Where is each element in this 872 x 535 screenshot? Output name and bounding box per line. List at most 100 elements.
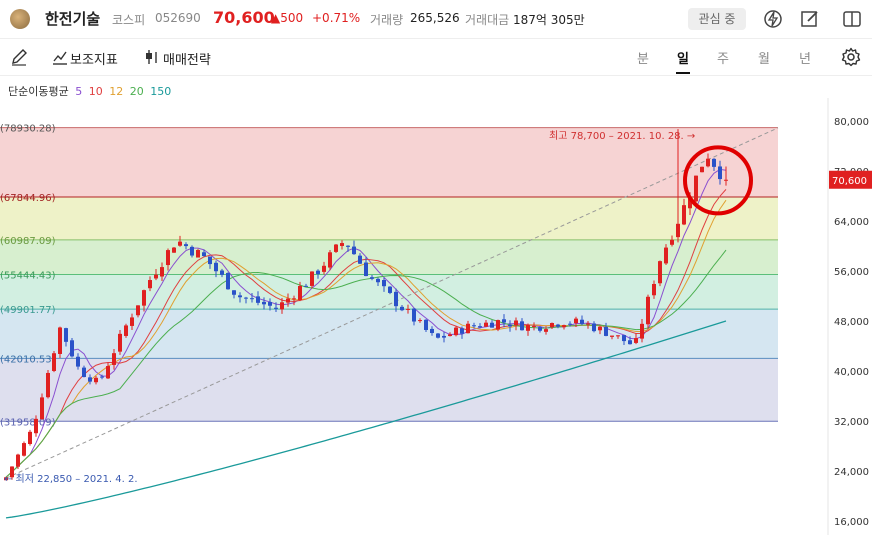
high-annotation: 최고 78,700 – 2021. 10. 28. → bbox=[549, 130, 695, 142]
fib-level-label: (60987.09) bbox=[0, 236, 56, 247]
candle-body bbox=[142, 290, 146, 306]
candle-body bbox=[154, 274, 158, 279]
candle-body bbox=[94, 377, 98, 383]
candle-body bbox=[652, 283, 656, 296]
amount-label: 거래대금 bbox=[465, 13, 510, 27]
candle-body bbox=[310, 271, 314, 286]
y-tick-label: 32,000 bbox=[834, 417, 869, 428]
candle-body bbox=[712, 158, 716, 167]
candle-body bbox=[40, 397, 44, 420]
chart-toolbar: 보조지표 매매전략 분 일 주 월 년 bbox=[0, 39, 872, 76]
candle-body bbox=[478, 326, 482, 328]
candle-body bbox=[706, 158, 710, 167]
candle-body bbox=[316, 270, 320, 275]
candle-body bbox=[550, 323, 554, 328]
candle-body bbox=[556, 324, 560, 327]
pencil-icon[interactable] bbox=[10, 48, 28, 66]
candle-body bbox=[604, 326, 608, 336]
candle-body bbox=[298, 285, 302, 301]
candle-body bbox=[268, 302, 272, 306]
fib-level-label: (49901.77) bbox=[0, 305, 56, 316]
candle-body bbox=[340, 243, 344, 246]
candle-body bbox=[70, 340, 74, 357]
panel-toggle-icon[interactable] bbox=[842, 9, 862, 29]
candle-body bbox=[532, 325, 536, 327]
candle-body bbox=[646, 296, 650, 325]
period-week[interactable]: 주 bbox=[717, 52, 729, 67]
ma-line-150 bbox=[5, 320, 727, 519]
stock-header: 한전기술 코스피 052690 70,600 ▲500 +0.71% 거래량 2… bbox=[0, 0, 872, 39]
candle-body bbox=[160, 267, 164, 277]
fib-band bbox=[0, 127, 778, 197]
candle-body bbox=[574, 318, 578, 324]
candle-body bbox=[220, 270, 224, 275]
candle-body bbox=[148, 280, 152, 289]
candle-body bbox=[262, 301, 266, 305]
trend-line bbox=[5, 127, 779, 479]
candle-body bbox=[370, 277, 374, 279]
strategy-button[interactable]: 매매전략 bbox=[163, 53, 211, 68]
candle-body bbox=[46, 372, 50, 398]
fib-level-label: (42010.53) bbox=[0, 354, 56, 365]
candle-body bbox=[394, 291, 398, 307]
candle-body bbox=[586, 323, 590, 325]
candle-body bbox=[472, 325, 476, 327]
ma-legend[interactable]: 단순이동평균 5 10 12 20 150 bbox=[8, 83, 174, 99]
candle-body bbox=[328, 252, 332, 268]
candle-body bbox=[106, 366, 110, 379]
candle-body bbox=[406, 308, 410, 310]
fib-level-label: (78930.28) bbox=[0, 124, 56, 135]
candle-body bbox=[598, 326, 602, 331]
candle-body bbox=[502, 319, 506, 323]
candle-body bbox=[640, 323, 644, 339]
candle-body bbox=[688, 198, 692, 209]
y-tick-label: 56,000 bbox=[834, 267, 869, 278]
candle-body bbox=[628, 340, 632, 345]
fib-level-label: (67844.96) bbox=[0, 193, 56, 204]
price-change: ▲500 bbox=[271, 11, 304, 25]
candle-body bbox=[52, 353, 56, 371]
watch-button[interactable]: 관심 중 bbox=[688, 8, 746, 30]
y-tick-label: 80,000 bbox=[834, 117, 869, 128]
lightning-icon[interactable] bbox=[763, 9, 783, 29]
candle-body bbox=[184, 244, 188, 247]
edit-icon[interactable] bbox=[800, 9, 820, 29]
candle-body bbox=[196, 250, 200, 258]
candle-body bbox=[436, 333, 440, 338]
candle-body bbox=[562, 325, 566, 328]
current-price-tag bbox=[829, 170, 872, 189]
period-day[interactable]: 일 bbox=[677, 52, 689, 67]
indicator-button[interactable]: 보조지표 bbox=[70, 53, 118, 68]
period-minute[interactable]: 분 bbox=[637, 52, 649, 67]
candle-body bbox=[526, 325, 530, 331]
gear-icon[interactable] bbox=[841, 47, 861, 67]
candle-body bbox=[136, 305, 140, 316]
y-tick-label: 40,000 bbox=[834, 367, 869, 378]
candle-body bbox=[682, 205, 686, 225]
candle-body bbox=[388, 286, 392, 293]
price-change-pct: +0.71% bbox=[312, 11, 361, 25]
candle-body bbox=[442, 335, 446, 338]
candle-body bbox=[250, 298, 254, 300]
candle-body bbox=[430, 328, 434, 334]
candle-body bbox=[454, 327, 458, 336]
volume-label: 거래량 bbox=[370, 13, 404, 27]
candle-body bbox=[292, 298, 296, 300]
candle-body bbox=[460, 328, 464, 334]
candle-body bbox=[28, 431, 32, 445]
candle-body bbox=[202, 252, 206, 257]
fib-band bbox=[0, 309, 778, 359]
highlight-circle bbox=[683, 145, 753, 216]
price-chart[interactable]: (78930.28) (67844.96) (60987.09) (55444.43)… bbox=[0, 98, 872, 535]
candle-body bbox=[280, 302, 284, 310]
period-month[interactable]: 월 bbox=[758, 52, 770, 67]
candle-body bbox=[700, 166, 704, 173]
stock-code: 052690 bbox=[155, 11, 201, 25]
ma-period-10: 10 bbox=[88, 85, 103, 98]
period-year[interactable]: 년 bbox=[799, 52, 811, 67]
current-price: 70,600 bbox=[213, 8, 275, 27]
candle-body bbox=[544, 329, 548, 332]
stock-name[interactable]: 한전기술 bbox=[45, 10, 101, 28]
candle-body bbox=[100, 376, 104, 378]
candle-body bbox=[634, 338, 638, 343]
